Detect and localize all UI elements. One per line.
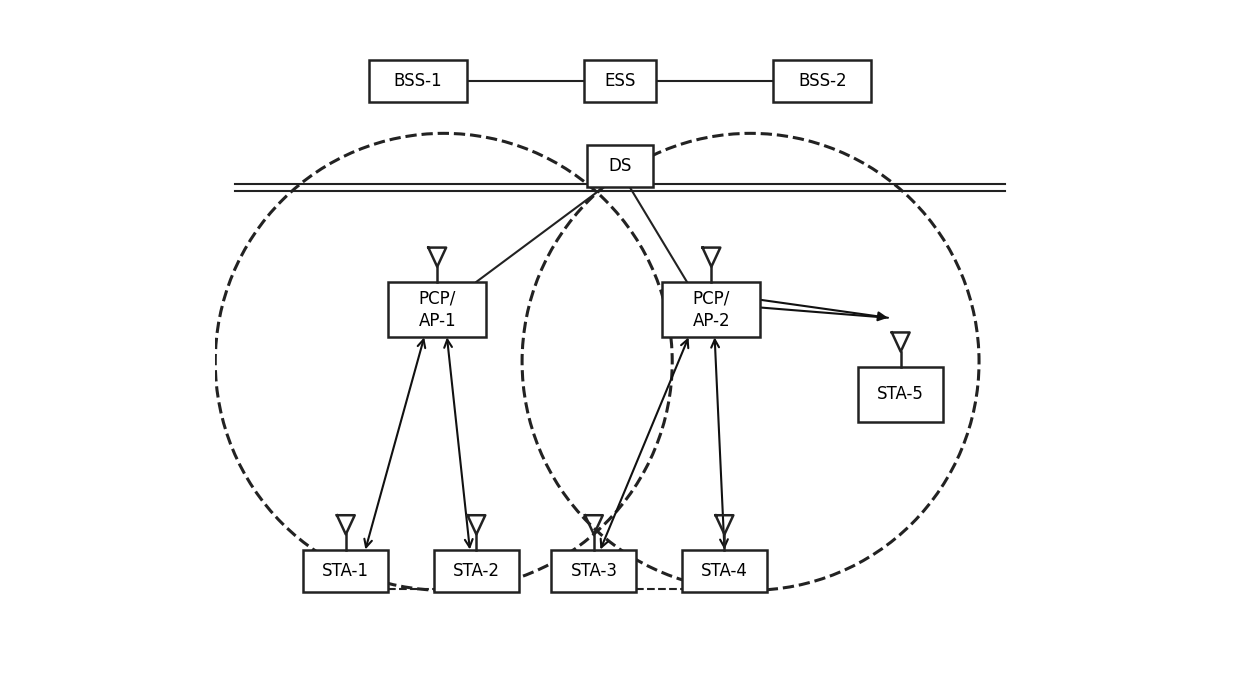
Text: PCP/
AP-2: PCP/ AP-2 — [693, 290, 730, 330]
FancyBboxPatch shape — [662, 282, 760, 337]
Text: PCP/
AP-1: PCP/ AP-1 — [418, 290, 456, 330]
FancyBboxPatch shape — [368, 60, 466, 102]
Text: STA-5: STA-5 — [877, 386, 924, 404]
FancyBboxPatch shape — [588, 144, 652, 187]
FancyBboxPatch shape — [584, 60, 656, 102]
Text: STA-1: STA-1 — [322, 562, 370, 580]
Text: ESS: ESS — [604, 72, 636, 90]
FancyBboxPatch shape — [774, 60, 872, 102]
FancyBboxPatch shape — [434, 549, 518, 592]
Text: DS: DS — [609, 157, 631, 175]
FancyBboxPatch shape — [858, 367, 944, 422]
FancyBboxPatch shape — [552, 549, 636, 592]
Text: BSS-1: BSS-1 — [393, 72, 441, 90]
Text: STA-4: STA-4 — [701, 562, 748, 580]
FancyBboxPatch shape — [388, 282, 486, 337]
Text: STA-3: STA-3 — [570, 562, 618, 580]
FancyBboxPatch shape — [304, 549, 388, 592]
Text: BSS-2: BSS-2 — [799, 72, 847, 90]
Text: STA-2: STA-2 — [453, 562, 500, 580]
FancyBboxPatch shape — [682, 549, 766, 592]
